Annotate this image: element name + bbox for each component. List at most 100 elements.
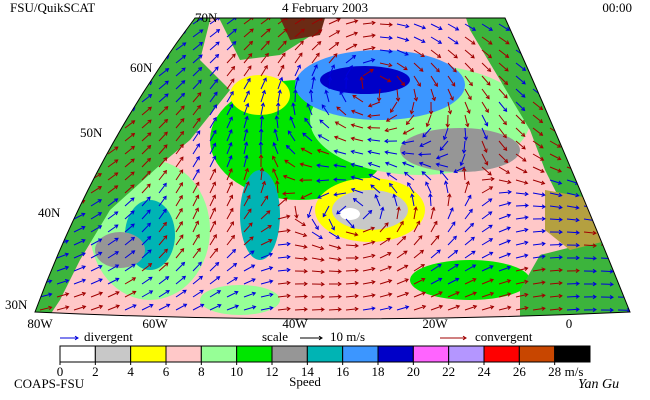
wind-arrow (617, 192, 630, 198)
colorbar-swatch (130, 345, 167, 363)
wind-arrow (445, 114, 450, 128)
wind-arrow (175, 169, 184, 181)
wind-arrow (481, 114, 489, 127)
wind-arrow (260, 77, 267, 90)
wind-arrow (362, 33, 376, 38)
wind-arrow (583, 268, 597, 274)
wind-arrow (396, 75, 405, 87)
wind-arrow (430, 291, 443, 298)
wind-arrow (515, 36, 527, 45)
wind-arrow (192, 104, 202, 116)
wind-arrow (260, 180, 266, 194)
wind-arrow (311, 231, 323, 239)
wind-arrow (345, 31, 359, 38)
wind-arrow (396, 291, 410, 298)
wind-arrow (175, 92, 186, 103)
wind-arrow (259, 167, 265, 181)
wind-arrow (600, 36, 613, 43)
wind-arrow (275, 102, 281, 116)
wind-arrow (566, 192, 580, 198)
wind-arrow (617, 153, 630, 159)
wind-arrow (617, 140, 630, 147)
wind-arrow (345, 64, 353, 77)
wind-arrow (209, 116, 217, 129)
wind-arrow (141, 170, 151, 181)
wind-arrow (600, 230, 614, 236)
wind-arrow (175, 156, 184, 168)
wind-arrow (413, 304, 427, 311)
wind-arrow (333, 177, 347, 182)
wind-arrow (515, 306, 529, 311)
wind-arrow (396, 305, 410, 311)
wind-arrow (56, 135, 69, 142)
wind-arrow (192, 41, 204, 51)
wind-arrow (532, 153, 545, 161)
wind-arrow (124, 197, 135, 207)
wind-arrow (464, 250, 476, 259)
wind-arrow (549, 140, 562, 148)
wind-arrow (583, 192, 597, 198)
wind-arrow (175, 143, 184, 155)
wind-arrow (284, 159, 296, 168)
wind-arrow (566, 23, 579, 31)
wind-arrow (566, 217, 580, 223)
wind-arrow (362, 58, 376, 64)
wind-arrow (107, 159, 119, 168)
region (340, 208, 360, 220)
wind-arrow (141, 132, 152, 142)
wind-arrow (532, 23, 545, 31)
wind-arrow (549, 166, 563, 173)
wind-arrow (430, 36, 443, 44)
wind-arrow (56, 148, 69, 155)
wind-arrow (277, 214, 291, 220)
wind-arrow (124, 30, 137, 38)
wind-arrow (243, 167, 249, 181)
wind-arrow (192, 220, 200, 233)
wind-arrow (226, 207, 234, 220)
wind-arrow (464, 194, 472, 207)
wind-arrow (515, 266, 529, 272)
wind-arrow (158, 290, 170, 298)
wind-arrow (294, 205, 299, 219)
wind-arrow (435, 153, 449, 160)
wind-arrow (56, 83, 70, 90)
wind-arrow (379, 279, 393, 285)
wind-arrow (447, 49, 458, 59)
wind-arrow (617, 23, 630, 30)
wind-arrow (359, 76, 364, 90)
wind-arrow (192, 207, 199, 220)
wind-arrow (481, 186, 494, 194)
wind-arrow (515, 203, 529, 208)
lat-label: 60N (130, 60, 153, 75)
wind-arrow (549, 192, 563, 198)
wind-arrow (192, 79, 202, 90)
wind-arrow (583, 140, 596, 147)
wind-arrow (583, 294, 597, 300)
wind-arrow (447, 249, 459, 259)
wind-arrow (376, 88, 382, 102)
wind-arrow (277, 64, 285, 77)
wind-arrow (344, 76, 349, 90)
wind-arrow (515, 191, 529, 197)
wind-arrow (430, 249, 441, 259)
wind-arrow (243, 65, 252, 77)
wind-arrow (294, 28, 305, 38)
wind-arrow (209, 194, 216, 207)
wind-arrow (328, 30, 341, 38)
wind-arrow (350, 109, 364, 116)
wind-arrow (498, 213, 512, 220)
wind-arrow (350, 136, 364, 142)
wind-arrow (379, 206, 385, 220)
wind-arrow (549, 62, 561, 70)
wind-arrow (549, 23, 562, 31)
wind-arrow (56, 96, 69, 103)
wind-arrow (464, 208, 473, 220)
wind-arrow (600, 205, 614, 210)
wind-arrow (532, 127, 544, 136)
wind-arrow (304, 117, 313, 129)
wind-arrow (274, 115, 280, 129)
wind-arrow (617, 49, 630, 56)
wind-arrow (260, 89, 266, 103)
wind-arrow (583, 307, 597, 313)
wind-arrow (515, 292, 529, 298)
